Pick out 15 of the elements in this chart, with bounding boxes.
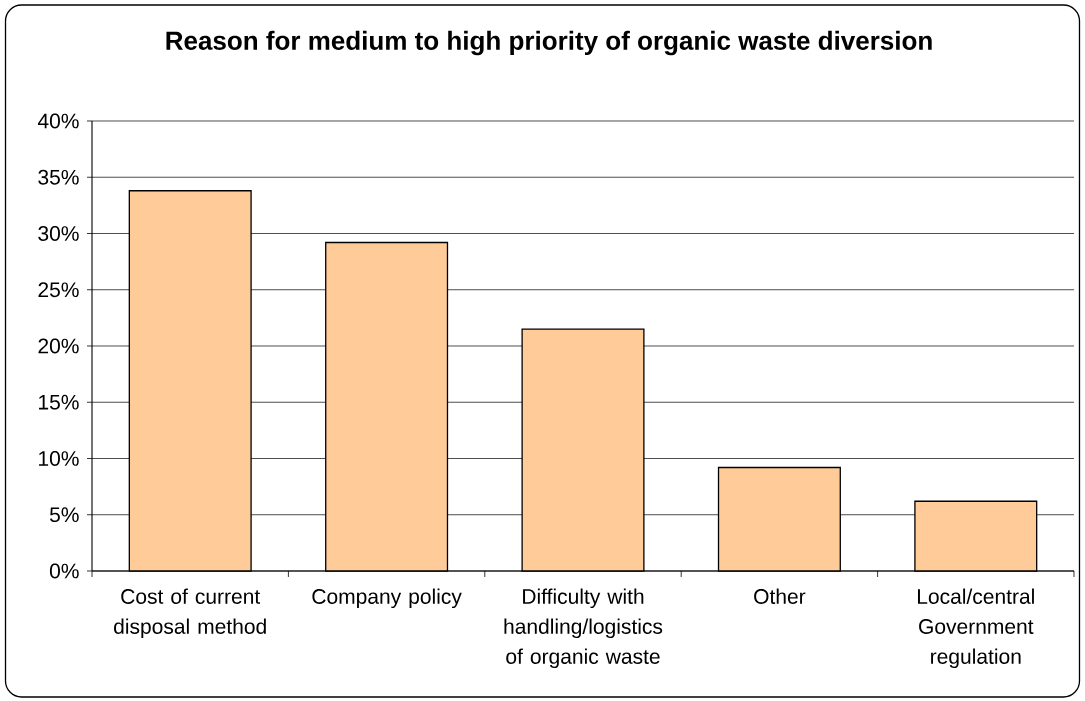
y-tick-label: 25% xyxy=(38,282,79,298)
y-tick-label: 20% xyxy=(38,338,79,354)
y-tick-label: 30% xyxy=(38,226,79,241)
x-tick-label: Company policy xyxy=(312,588,462,609)
y-tick-label: 15% xyxy=(39,394,79,410)
x-tick-label: Other xyxy=(754,588,806,604)
y-tick-label: 10% xyxy=(39,451,79,466)
y-tick-label: 0% xyxy=(49,563,79,579)
chart-title: Reason for medium to high priority of organic waste diversion xyxy=(166,30,932,56)
y-tick-label: 40% xyxy=(37,113,79,129)
x-tick-label: Difficulty with handling/logistics of organic waste xyxy=(504,588,663,669)
y-tick-label: 35% xyxy=(38,169,79,185)
x-tick-label: Local/central Government regulation xyxy=(917,588,1034,669)
y-tick-label: 5% xyxy=(49,507,79,523)
x-tick-label: Cost of current disposal method xyxy=(114,588,266,639)
